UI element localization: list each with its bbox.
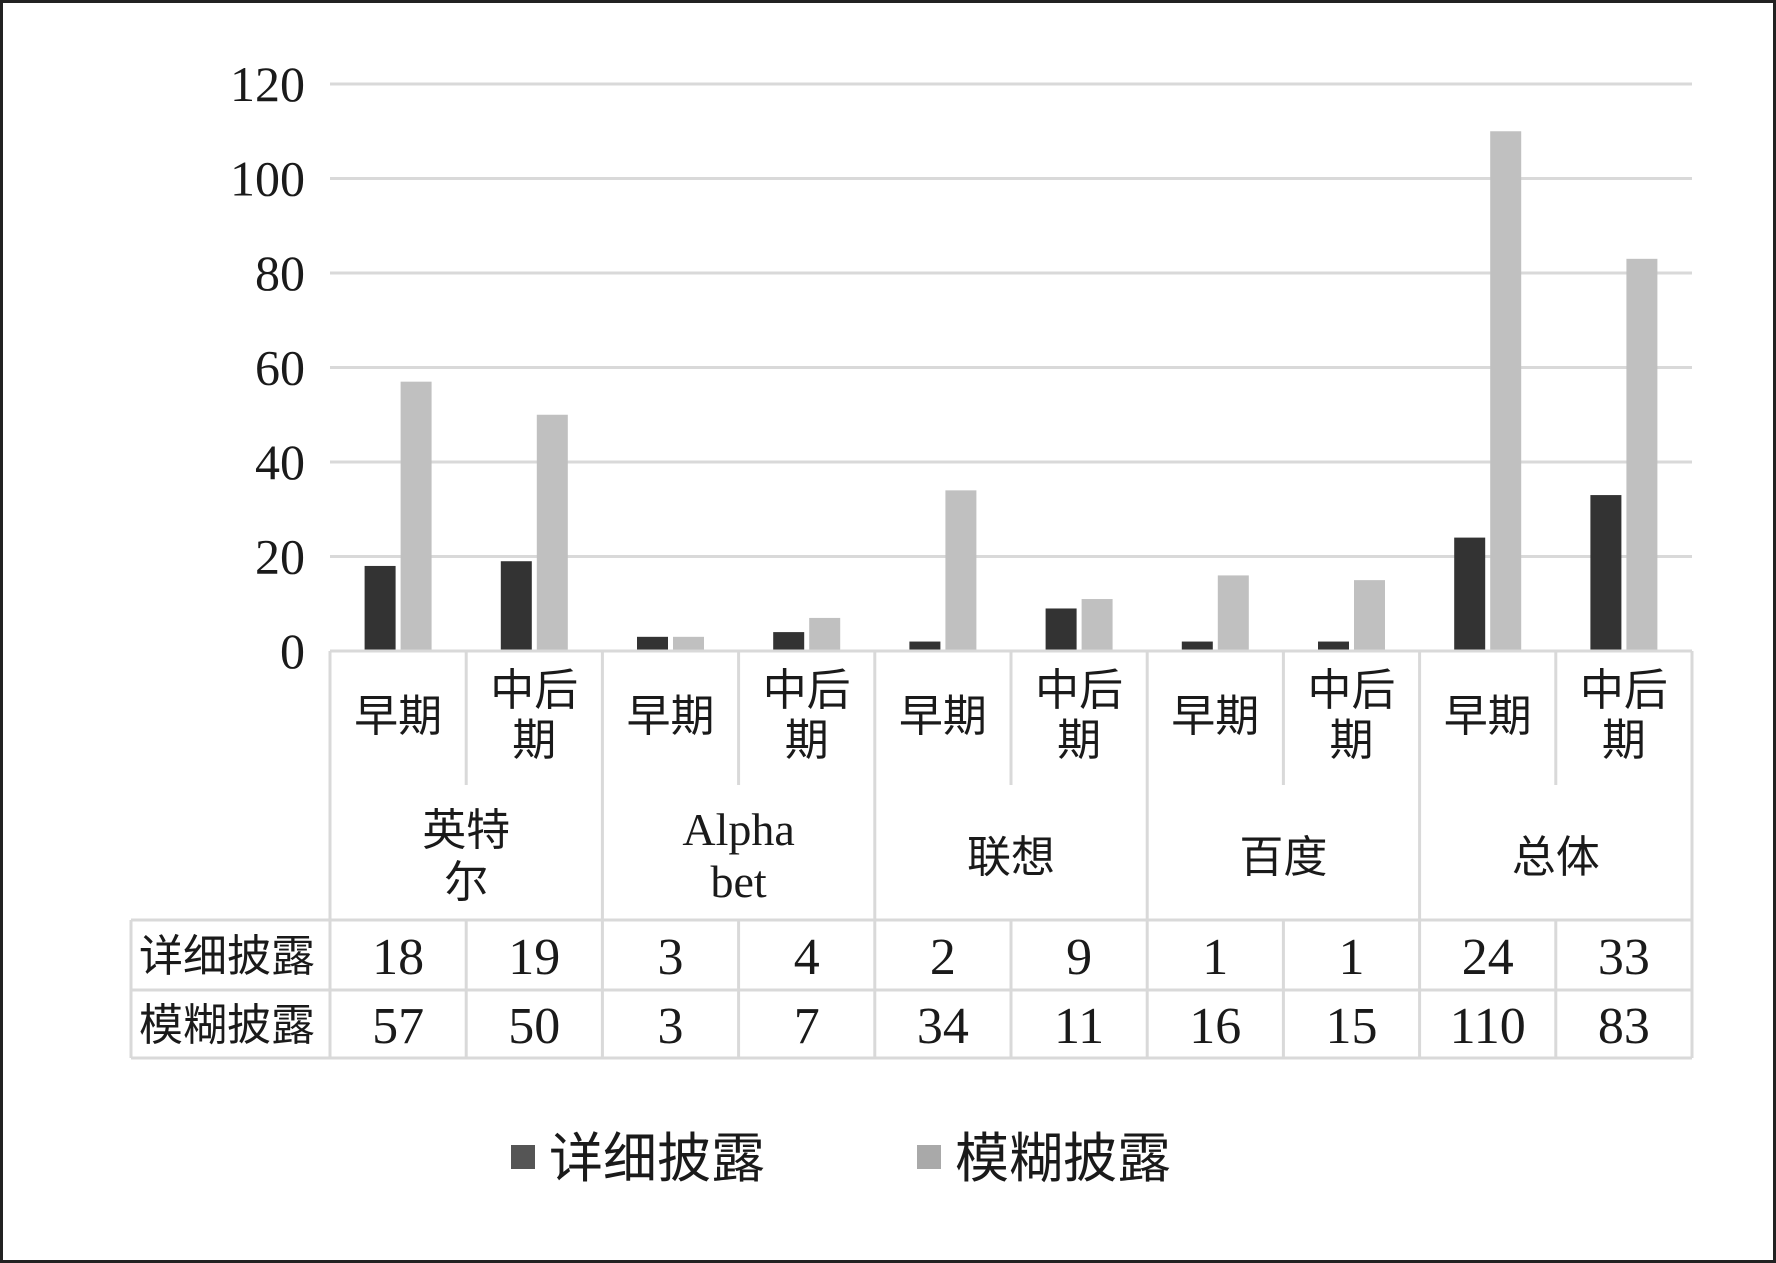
table-value: 7	[794, 998, 820, 1055]
table-value: 15	[1326, 998, 1378, 1055]
category-label: 早期	[899, 691, 987, 742]
y-tick-label: 0	[280, 623, 305, 679]
category-label: 早期	[627, 691, 715, 742]
group-label: bet	[710, 856, 766, 907]
table-value: 2	[930, 929, 956, 986]
category-label: 期	[512, 715, 556, 766]
group-label: 英特	[422, 805, 510, 856]
category-label: 期	[1330, 715, 1374, 766]
bar-detailed	[500, 561, 532, 651]
table-row-header: 详细披露	[139, 931, 315, 982]
bar-detailed	[1590, 495, 1622, 651]
y-tick-label: 60	[255, 340, 305, 396]
legend-swatch-vague	[917, 1145, 941, 1169]
table-value: 1	[1339, 929, 1365, 986]
category-label: 期	[1057, 715, 1101, 766]
bar-detailed	[1045, 608, 1077, 651]
table-value: 110	[1450, 998, 1526, 1055]
bar-vague	[809, 617, 841, 651]
category-label: 早期	[1171, 691, 1259, 742]
table-value: 57	[372, 998, 424, 1055]
table-value: 33	[1598, 929, 1650, 986]
table-value: 16	[1189, 998, 1241, 1055]
bar-vague	[1081, 599, 1113, 651]
table-value: 83	[1598, 998, 1650, 1055]
y-tick-label: 40	[255, 434, 305, 490]
bar-detailed	[909, 641, 941, 651]
table-value: 4	[794, 929, 820, 986]
group-label: 百度	[1239, 832, 1327, 883]
bar-vague	[1626, 258, 1658, 651]
bar-vague	[1490, 131, 1522, 651]
table-value: 3	[658, 998, 684, 1055]
table-value: 11	[1054, 998, 1104, 1055]
table-value: 3	[658, 929, 684, 986]
group-label: 尔	[444, 857, 488, 908]
table-value: 9	[1066, 929, 1092, 986]
bar-detailed	[1181, 641, 1213, 651]
y-tick-label: 100	[230, 151, 305, 207]
y-tick-label: 80	[255, 245, 305, 301]
category-label: 期	[785, 715, 829, 766]
group-label: 联想	[967, 832, 1055, 883]
y-tick-label: 20	[255, 529, 305, 585]
bar-detailed	[773, 632, 805, 651]
bar-vague	[400, 381, 432, 651]
bar-detailed	[1454, 537, 1486, 651]
bar-vague	[536, 414, 568, 651]
bar-vague	[945, 490, 977, 651]
group-label: 总体	[1512, 832, 1600, 883]
legend-swatch-detailed	[511, 1145, 535, 1169]
bar-detailed	[364, 565, 396, 651]
category-label: 中后	[1308, 665, 1396, 716]
category-label: 早期	[354, 691, 442, 742]
bar-vague	[1354, 580, 1385, 651]
category-label: 中后	[1580, 665, 1668, 716]
legend-label: 详细披露	[549, 1127, 765, 1190]
category-label: 早期	[1444, 691, 1532, 742]
bar-detailed	[1318, 641, 1349, 651]
group-label: Alpha	[682, 804, 794, 855]
bar-detailed	[637, 636, 668, 651]
category-label: 中后	[1035, 665, 1123, 716]
legend-label: 模糊披露	[955, 1127, 1171, 1190]
table-value: 24	[1462, 929, 1514, 986]
category-label: 中后	[490, 665, 578, 716]
table-value: 34	[917, 998, 969, 1055]
category-label: 期	[1602, 715, 1646, 766]
bar-vague	[673, 636, 704, 651]
bar-vague	[1217, 575, 1249, 651]
table-value: 50	[508, 998, 560, 1055]
table-value: 18	[372, 929, 424, 986]
category-label: 中后	[763, 665, 851, 716]
y-tick-label: 120	[230, 56, 305, 112]
table-value: 19	[508, 929, 560, 986]
table-value: 1	[1202, 929, 1228, 986]
table-row-header: 模糊披露	[139, 1000, 315, 1051]
